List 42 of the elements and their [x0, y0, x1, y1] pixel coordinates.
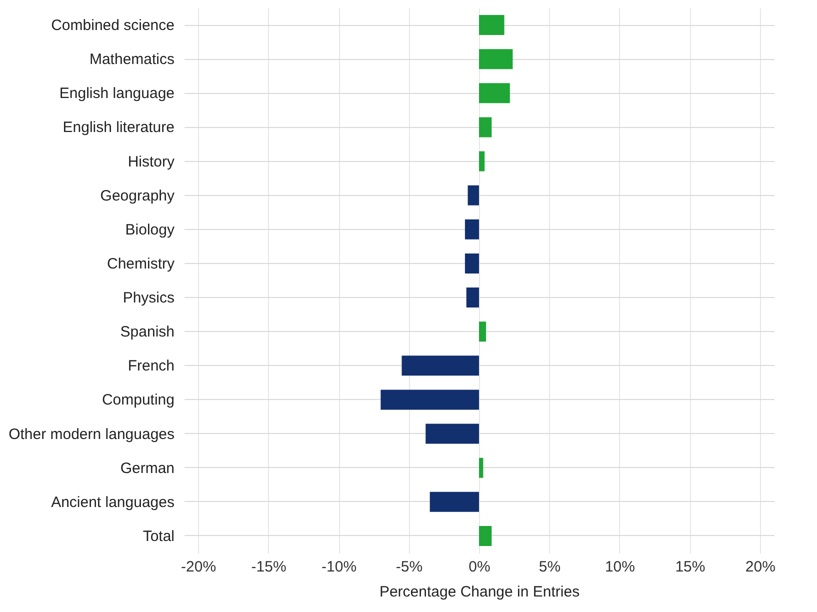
- y-tick-label: English literature: [62, 119, 174, 136]
- x-axis-title: Percentage Change in Entries: [379, 584, 580, 600]
- y-tick-label: Combined science: [51, 17, 174, 34]
- bar: [479, 322, 486, 342]
- x-tick-label: 5%: [538, 558, 561, 576]
- bar: [479, 15, 504, 36]
- x-tick-label: 15%: [675, 558, 706, 576]
- y-tick-label: French: [128, 358, 174, 375]
- bar: [430, 492, 479, 512]
- y-tick-label: Geography: [100, 187, 175, 204]
- bar: [426, 424, 479, 444]
- bar: [466, 288, 479, 308]
- y-tick-label: Chemistry: [106, 255, 175, 272]
- bar: [464, 219, 479, 240]
- y-tick-label: Mathematics: [89, 51, 174, 68]
- y-tick-label: English language: [59, 85, 174, 102]
- bar: [479, 117, 492, 138]
- bar: [479, 526, 492, 546]
- y-tick-label: Spanish: [120, 324, 174, 341]
- bar: [468, 185, 479, 206]
- y-tick-label: Other modern languages: [8, 426, 174, 443]
- x-tick-label: -20%: [181, 558, 216, 576]
- bar: [402, 356, 479, 376]
- x-tick-label: -15%: [251, 558, 286, 576]
- x-tick-label: 10%: [604, 558, 635, 576]
- y-tick-label: Computing: [102, 392, 174, 409]
- x-tick-label: -10%: [322, 558, 357, 576]
- bar: [479, 151, 485, 172]
- y-tick-label: German: [120, 460, 174, 477]
- y-tick-label: Total: [142, 528, 174, 545]
- y-tick-label: Biology: [125, 221, 175, 238]
- bar: [464, 253, 479, 274]
- bar: [479, 458, 484, 478]
- bar: [479, 49, 513, 70]
- bar: [380, 390, 479, 410]
- y-tick-label: History: [128, 153, 175, 170]
- x-tick-label: -5%: [396, 558, 423, 576]
- x-tick-label: 20%: [745, 558, 776, 576]
- y-tick-label: Ancient languages: [51, 494, 174, 511]
- y-tick-label: Physics: [122, 290, 174, 307]
- x-tick-label: 0%: [468, 558, 490, 576]
- bar: [479, 83, 510, 104]
